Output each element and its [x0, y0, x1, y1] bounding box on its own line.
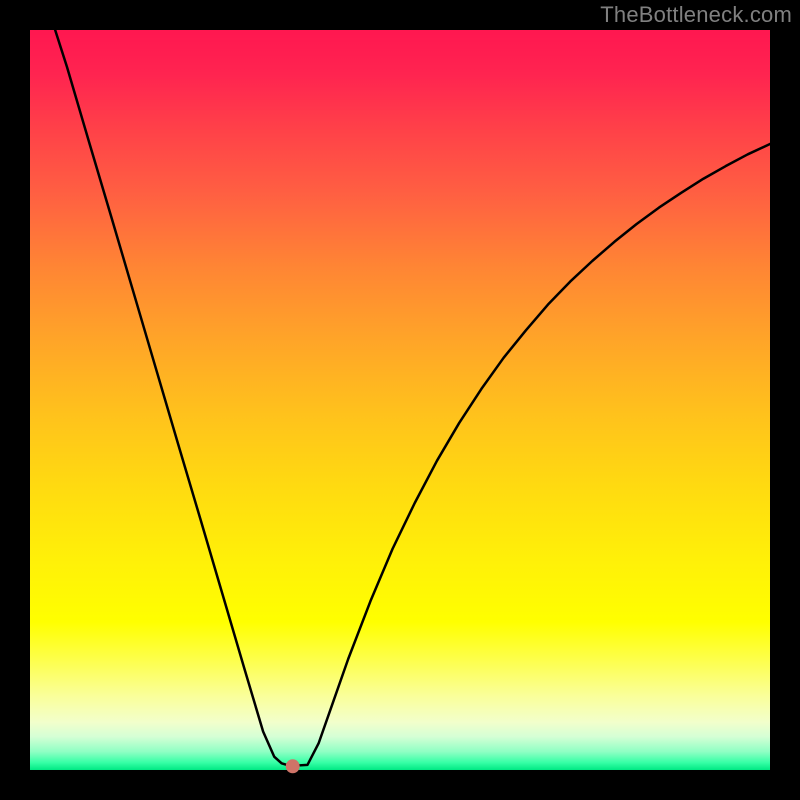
chart-container: TheBottleneck.com: [0, 0, 800, 800]
optimal-point-marker: [286, 759, 300, 773]
watermark-label: TheBottleneck.com: [600, 2, 792, 28]
bottleneck-chart: [0, 0, 800, 800]
chart-background-gradient: [30, 30, 770, 770]
